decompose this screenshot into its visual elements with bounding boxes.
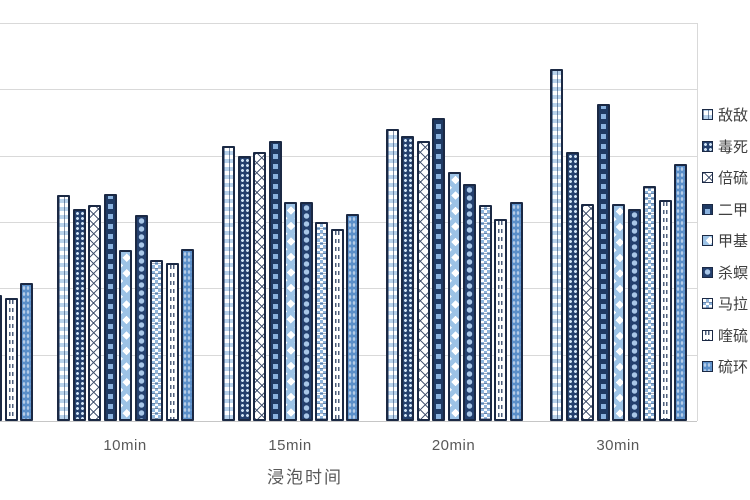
bar-毒死-15min [237,155,251,421]
bar-马拉-30min [643,185,656,421]
x-axis-line [0,421,697,422]
bar-杀螟-10min [134,215,148,421]
bar-倍硫-10min [88,205,101,421]
bar-喹硫-15min [330,228,344,421]
legend-label: 二甲 [718,201,749,219]
legend-swatch-icon [702,329,713,341]
legend-swatch-icon [702,109,713,120]
bar-硫环-30min [674,163,687,421]
bar-二甲-30min [596,104,610,421]
legend-label: 甲基 [718,233,749,250]
bar-倍硫-20min [416,140,430,421]
x-tick-label-15min: 15min [268,437,312,454]
x-axis-title: 浸泡时间 [267,468,343,487]
bar-马拉-15min [315,222,328,421]
bar-敌敌-20min [385,129,399,421]
legend-item-敌敌: 敌敌 [702,104,748,125]
gridline [0,89,697,91]
legend-swatch-icon [702,298,713,309]
bar-硫环-15min [346,213,359,421]
bar-喹硫-30min [658,200,672,421]
bar-敌敌-10min [57,195,70,421]
bar-喹硫-cropped [4,298,18,421]
legend-label: 杀螟 [718,264,749,282]
x-tick-label-10min: 10min [103,437,147,454]
bar-喹硫-20min [494,218,507,421]
bar-马拉-10min [150,260,163,421]
bar-二甲-10min [103,193,117,421]
legend-label: 毒死 [718,138,749,156]
bar-二甲-15min [268,140,282,421]
legend-item-杀螟: 杀螟 [702,262,748,283]
bar-甲基-10min [119,250,132,421]
bar-甲基-30min [612,203,625,421]
bar-毒死-10min [72,208,86,421]
legend-item-毒死: 毒死 [702,136,748,157]
legend-label: 倍硫 [718,170,749,187]
bar-二甲-20min [432,117,445,421]
legend-swatch-icon [702,172,713,183]
plot-right-border [697,23,698,421]
legend-swatch-icon [702,361,713,372]
bar-喹硫-10min [165,263,179,421]
legend-swatch-icon [702,140,713,152]
bar-甲基-20min [447,172,461,421]
bar-毒死-30min [565,152,579,421]
legend-label: 喹硫 [718,327,749,345]
gridline [0,23,697,24]
bar-杀螟-30min [627,208,641,421]
bar-敌敌-15min [222,145,235,421]
bar-硫环-20min [509,202,523,421]
x-tick-label-30min: 30min [596,437,640,454]
bar-杀螟-15min [299,202,313,421]
bar-倍硫-30min [581,203,594,421]
bar-马拉-20min [478,205,492,421]
bar-硫环-cropped [20,283,33,421]
bar-敌敌-30min [550,69,563,421]
bar-马拉-cropped [0,294,2,421]
gridline [0,155,697,157]
legend-swatch-icon [702,203,713,215]
bar-毒死-20min [401,135,414,421]
bar-甲基-15min [284,202,297,421]
legend-item-甲基: 甲基 [702,230,748,251]
legend-label: 马拉 [718,296,749,313]
legend-swatch-icon [702,266,713,278]
legend-item-硫环: 硫环 [702,356,748,377]
legend-label: 硫环 [718,359,749,376]
x-tick-label-20min: 20min [431,437,476,454]
bar-倍硫-15min [253,152,266,421]
bar-杀螟-20min [463,183,476,421]
bar-硫环-10min [181,248,194,421]
legend-item-马拉: 马拉 [702,293,748,314]
legend-label: 敌敌 [718,107,749,124]
legend-item-倍硫: 倍硫 [702,167,748,188]
legend-item-二甲: 二甲 [702,199,748,220]
legend-swatch-icon [702,235,713,246]
legend-item-喹硫: 喹硫 [702,325,748,346]
